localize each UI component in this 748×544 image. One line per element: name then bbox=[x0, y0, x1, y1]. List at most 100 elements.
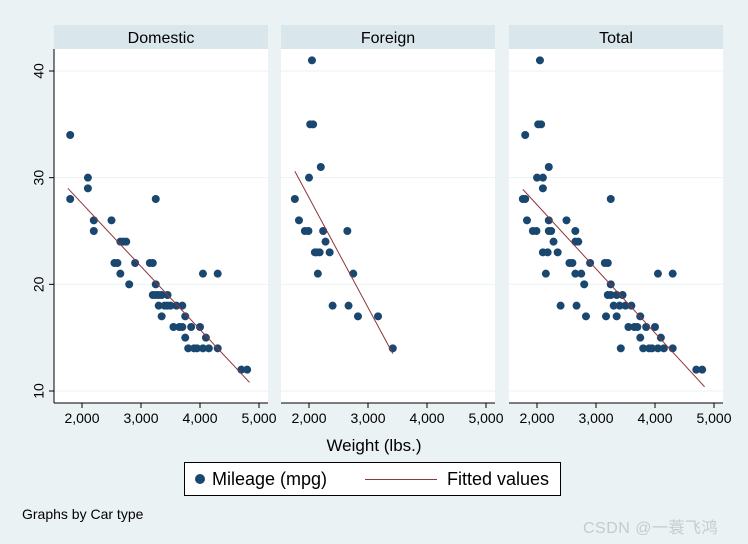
x-tick-label-total: 2,000 bbox=[519, 410, 554, 426]
panel-strip-foreign bbox=[281, 25, 495, 49]
data-point-foreign bbox=[325, 248, 334, 257]
data-point-total bbox=[535, 56, 544, 65]
legend-label-fit: Fitted values bbox=[447, 469, 550, 489]
data-point-total bbox=[603, 259, 612, 267]
data-point-total bbox=[543, 248, 552, 257]
data-point-total bbox=[653, 269, 662, 278]
data-point-total bbox=[544, 163, 553, 171]
data-point-domestic bbox=[178, 323, 187, 331]
legend-label-points: Mileage (mpg) bbox=[212, 469, 328, 489]
legend-marker-fit bbox=[365, 479, 437, 480]
data-point-total bbox=[618, 291, 627, 299]
data-point-domestic bbox=[151, 195, 160, 203]
data-point-domestic bbox=[187, 323, 196, 331]
x-tick-label-domestic: 3,000 bbox=[123, 410, 158, 426]
fit-line-total bbox=[522, 189, 705, 388]
data-point-total bbox=[581, 312, 590, 321]
chart-legend: Mileage (mpg) Fitted values bbox=[184, 462, 561, 496]
data-point-foreign bbox=[304, 227, 313, 235]
data-point-domestic bbox=[169, 323, 178, 331]
panel-title-domestic: Domestic bbox=[128, 30, 195, 47]
data-point-domestic bbox=[83, 173, 92, 182]
data-point-domestic bbox=[166, 301, 175, 310]
data-point-domestic bbox=[131, 259, 140, 267]
data-point-total bbox=[633, 323, 642, 331]
data-point-total bbox=[574, 237, 583, 246]
legend-marker-points bbox=[195, 474, 205, 484]
data-point-total bbox=[651, 323, 659, 331]
data-point-total bbox=[568, 259, 577, 267]
data-point-total bbox=[533, 173, 541, 182]
graph-note: Graphs by Car type bbox=[22, 506, 144, 522]
data-point-total bbox=[609, 301, 618, 310]
data-point-domestic bbox=[154, 301, 163, 310]
data-point-domestic bbox=[83, 184, 92, 193]
data-point-domestic bbox=[66, 131, 75, 139]
data-point-foreign bbox=[307, 56, 316, 65]
data-point-foreign bbox=[349, 269, 358, 278]
panel-strip-domestic bbox=[54, 25, 268, 49]
data-point-domestic bbox=[184, 344, 193, 353]
data-point-domestic bbox=[201, 333, 210, 342]
data-point-domestic bbox=[116, 269, 125, 278]
panel-title-foreign: Foreign bbox=[361, 30, 415, 47]
plot-area-foreign bbox=[281, 49, 495, 403]
x-tick-label-domestic: 4,000 bbox=[182, 410, 217, 426]
data-point-total bbox=[556, 301, 565, 310]
data-point-total bbox=[656, 333, 665, 342]
data-point-total bbox=[521, 131, 530, 139]
x-tick-label-domestic: 5,000 bbox=[241, 410, 276, 426]
watermark: CSDN @一蓑飞鸿 bbox=[583, 520, 719, 537]
data-point-domestic bbox=[181, 312, 190, 321]
data-point-total bbox=[659, 344, 668, 353]
plot-area-total bbox=[509, 49, 723, 403]
data-point-total bbox=[602, 312, 611, 321]
data-point-total bbox=[537, 120, 546, 129]
data-point-domestic bbox=[157, 291, 166, 299]
data-point-domestic bbox=[243, 365, 252, 374]
data-point-domestic bbox=[198, 344, 207, 353]
data-point-total bbox=[616, 344, 625, 353]
data-point-foreign bbox=[319, 227, 328, 235]
data-point-domestic bbox=[66, 195, 75, 203]
data-point-foreign bbox=[328, 301, 337, 310]
data-point-domestic bbox=[113, 259, 122, 267]
data-point-total bbox=[562, 216, 571, 225]
data-point-total bbox=[668, 269, 677, 278]
panel-title-total: Total bbox=[599, 30, 633, 47]
data-point-foreign bbox=[316, 163, 325, 171]
data-point-foreign bbox=[290, 195, 299, 203]
data-point-total bbox=[639, 344, 648, 353]
data-point-foreign bbox=[305, 173, 313, 182]
y-tick-label: 10 bbox=[31, 383, 47, 399]
data-point-domestic bbox=[204, 344, 213, 353]
data-point-domestic bbox=[107, 216, 116, 225]
x-tick-label-total: 3,000 bbox=[578, 410, 613, 426]
data-point-total bbox=[553, 248, 562, 257]
data-point-total bbox=[544, 216, 553, 225]
data-point-domestic bbox=[178, 301, 187, 310]
data-point-total bbox=[615, 301, 624, 310]
data-point-total bbox=[538, 173, 547, 182]
data-point-total bbox=[549, 237, 558, 246]
data-point-total bbox=[606, 195, 615, 203]
data-point-domestic bbox=[151, 280, 160, 289]
data-point-total bbox=[547, 227, 556, 235]
fit-line-foreign bbox=[294, 171, 394, 354]
plot-area-domestic bbox=[54, 49, 268, 403]
panel-strip-total bbox=[509, 25, 723, 49]
x-axis-title: Weight (lbs.) bbox=[326, 436, 421, 455]
data-point-foreign bbox=[343, 227, 352, 235]
data-point-domestic bbox=[148, 259, 157, 267]
x-tick-label-total: 5,000 bbox=[696, 410, 731, 426]
data-point-domestic bbox=[89, 227, 98, 235]
x-tick-label-total: 4,000 bbox=[637, 410, 672, 426]
data-point-total bbox=[571, 227, 580, 235]
data-point-foreign bbox=[321, 237, 330, 246]
data-point-domestic bbox=[196, 323, 204, 331]
data-point-domestic bbox=[157, 312, 166, 321]
data-point-foreign bbox=[313, 269, 322, 278]
data-point-total bbox=[624, 323, 633, 331]
data-point-foreign bbox=[315, 248, 324, 257]
